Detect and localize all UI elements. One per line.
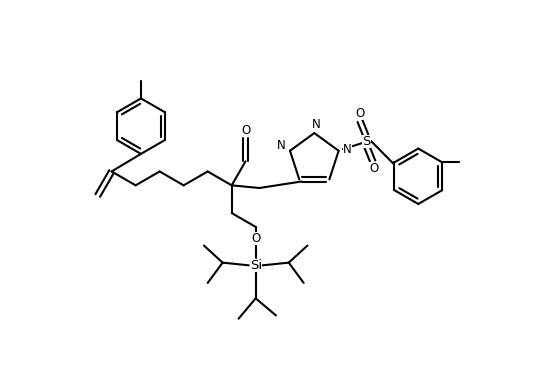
Text: S: S: [362, 135, 371, 148]
Text: N: N: [312, 118, 320, 131]
Text: Si: Si: [250, 259, 262, 272]
Text: O: O: [241, 124, 250, 137]
Text: N: N: [343, 143, 351, 156]
Text: O: O: [369, 162, 378, 175]
Text: O: O: [251, 232, 260, 245]
Text: O: O: [356, 107, 365, 120]
Text: N: N: [277, 139, 286, 152]
